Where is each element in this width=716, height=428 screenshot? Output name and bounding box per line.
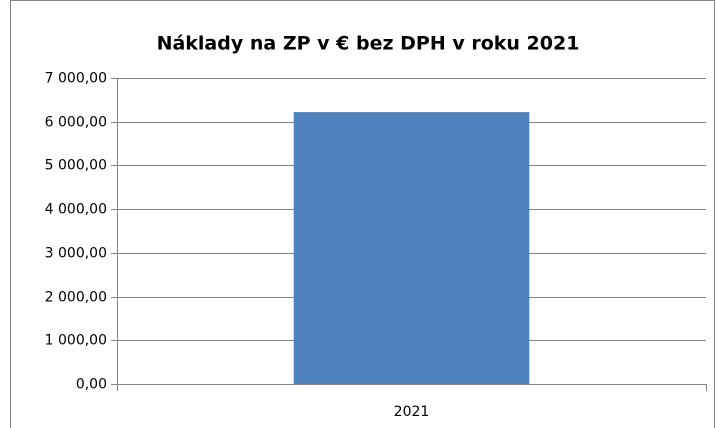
y-tick-label: 0,00	[76, 377, 107, 393]
y-tick-label: 7 000,00	[45, 71, 107, 87]
x-tick-label: 2021	[394, 404, 430, 420]
chart-title: Náklady na ZP v € bez DPH v roku 2021	[157, 33, 580, 55]
y-tick-label: 4 000,00	[45, 202, 107, 218]
bar	[293, 112, 530, 385]
y-tick-label: 3 000,00	[45, 246, 107, 262]
y-tick-label: 2 000,00	[45, 290, 107, 306]
y-tick-label: 6 000,00	[45, 115, 107, 131]
y-tick-label: 5 000,00	[45, 158, 107, 174]
y-tick-label: 1 000,00	[45, 333, 107, 349]
